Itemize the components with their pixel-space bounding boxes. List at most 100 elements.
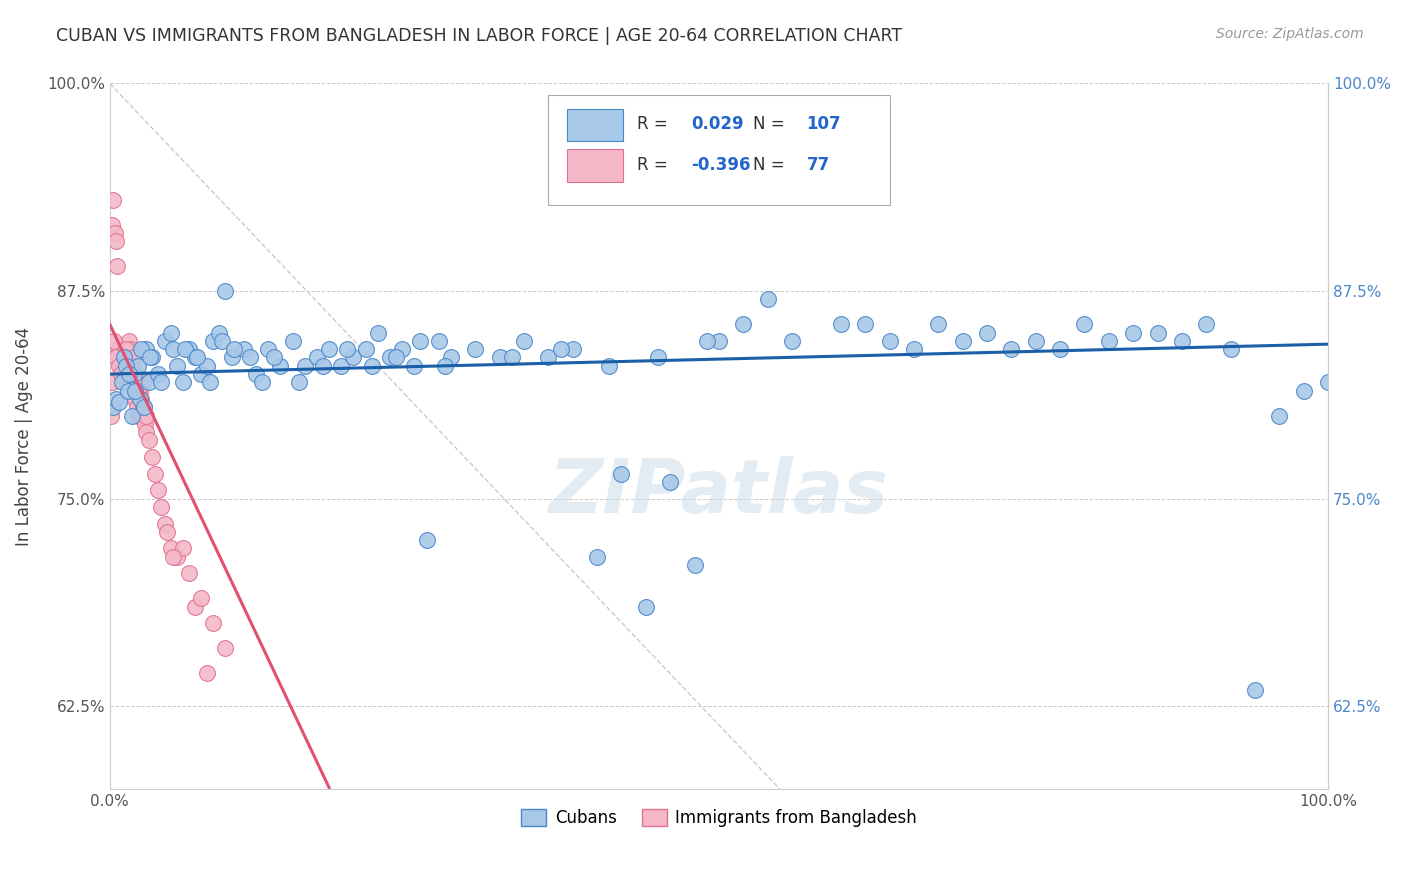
Point: [830, 317, 852, 331]
Point: [683, 558, 706, 572]
Point: [166, 549, 188, 564]
Point: [287, 376, 309, 390]
Legend: Cubans, Immigrants from Bangladesh: Cubans, Immigrants from Bangladesh: [515, 802, 924, 834]
Point: [114, 359, 136, 373]
Point: [903, 342, 925, 356]
Point: [148, 367, 170, 381]
Point: [122, 367, 145, 381]
Point: [647, 351, 669, 365]
Point: [110, 367, 132, 381]
Point: [131, 342, 153, 356]
Point: [1025, 334, 1047, 348]
Point: [127, 359, 149, 373]
Point: [132, 401, 155, 415]
FancyBboxPatch shape: [567, 149, 623, 182]
Point: [115, 342, 138, 356]
Point: [122, 351, 145, 365]
Point: [177, 342, 200, 356]
Point: [232, 342, 254, 356]
Point: [409, 334, 432, 348]
Point: [367, 326, 389, 340]
Point: [488, 351, 510, 365]
Point: [131, 409, 153, 423]
Point: [415, 533, 437, 548]
Point: [1171, 334, 1194, 348]
Point: [1146, 326, 1168, 340]
Text: N =: N =: [754, 155, 790, 174]
Point: [634, 599, 657, 614]
Point: [354, 342, 377, 356]
Point: [598, 359, 620, 373]
Point: [610, 467, 633, 481]
Point: [135, 342, 157, 356]
Point: [360, 359, 382, 373]
Point: [112, 376, 135, 390]
Point: [294, 359, 316, 373]
Point: [103, 334, 125, 348]
Point: [391, 342, 413, 356]
Point: [239, 351, 262, 365]
Point: [263, 351, 285, 365]
Point: [120, 342, 142, 356]
Point: [202, 616, 225, 631]
Point: [707, 334, 730, 348]
Point: [129, 392, 152, 406]
Point: [156, 524, 179, 539]
Point: [440, 351, 463, 365]
Point: [250, 376, 273, 390]
Point: [537, 351, 560, 365]
Point: [117, 359, 139, 373]
Point: [107, 351, 129, 365]
Point: [404, 359, 426, 373]
Point: [104, 392, 127, 406]
Point: [976, 326, 998, 340]
Point: [1195, 317, 1218, 331]
Point: [112, 351, 135, 365]
FancyBboxPatch shape: [548, 95, 890, 205]
Text: ZIPatlas: ZIPatlas: [548, 457, 889, 529]
Point: [159, 541, 181, 556]
Point: [121, 409, 143, 423]
Text: 77: 77: [807, 155, 830, 174]
Point: [659, 475, 682, 489]
Point: [141, 450, 163, 464]
Point: [118, 367, 141, 381]
Point: [190, 367, 212, 381]
Y-axis label: In Labor Force | Age 20-64: In Labor Force | Age 20-64: [15, 326, 32, 546]
Point: [1317, 376, 1340, 390]
Text: R =: R =: [637, 115, 673, 134]
Point: [257, 342, 280, 356]
Point: [427, 334, 450, 348]
Point: [100, 376, 122, 390]
Point: [108, 395, 131, 409]
Point: [281, 890, 304, 892]
Point: [131, 376, 153, 390]
Point: [134, 417, 156, 431]
Point: [122, 359, 145, 373]
Point: [172, 541, 194, 556]
Point: [104, 234, 127, 248]
Point: [281, 334, 304, 348]
Point: [269, 359, 291, 373]
Point: [166, 359, 188, 373]
Point: [208, 326, 231, 340]
Point: [103, 401, 125, 415]
Point: [177, 566, 200, 581]
Point: [121, 351, 143, 365]
Point: [112, 367, 135, 381]
Point: [118, 334, 141, 348]
Point: [756, 293, 779, 307]
FancyBboxPatch shape: [567, 109, 623, 141]
Point: [172, 376, 194, 390]
Point: [108, 359, 131, 373]
Point: [149, 500, 172, 514]
Point: [105, 351, 128, 365]
Point: [122, 367, 145, 381]
Point: [104, 226, 127, 240]
Text: Source: ZipAtlas.com: Source: ZipAtlas.com: [1216, 27, 1364, 41]
Point: [214, 641, 236, 656]
Point: [139, 351, 162, 365]
Point: [1000, 342, 1022, 356]
Point: [143, 467, 166, 481]
Point: [128, 376, 150, 390]
